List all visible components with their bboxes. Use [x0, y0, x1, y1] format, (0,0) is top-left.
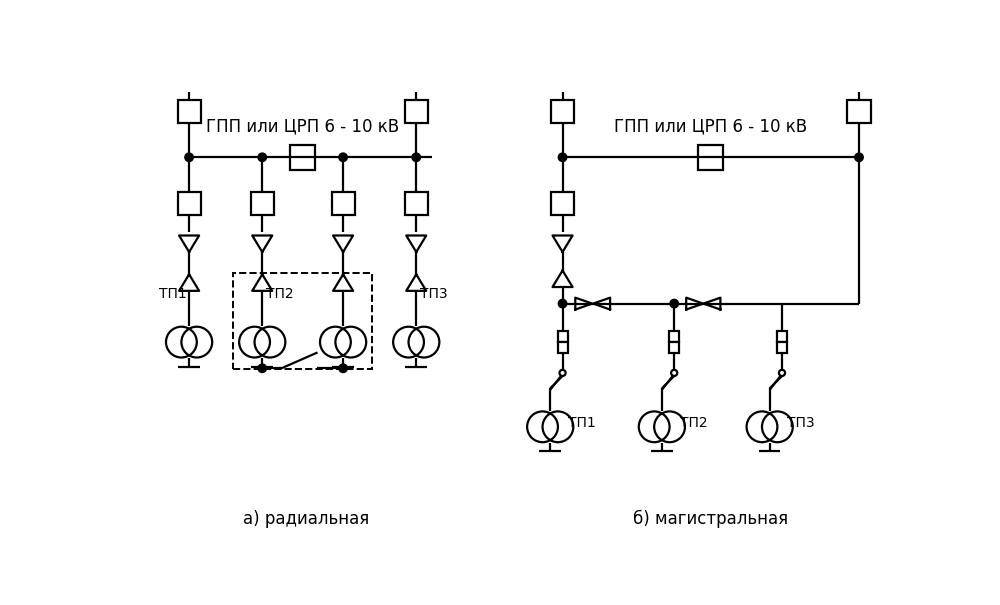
Bar — [551, 100, 574, 123]
Bar — [669, 332, 679, 342]
Bar — [777, 342, 787, 353]
Bar — [178, 192, 201, 215]
Bar — [558, 342, 568, 353]
Text: ТП3: ТП3 — [420, 287, 448, 301]
Bar — [233, 273, 372, 369]
Bar — [847, 100, 871, 123]
Text: ТП2: ТП2 — [680, 416, 707, 430]
Circle shape — [855, 153, 863, 162]
Text: ТП1: ТП1 — [568, 416, 596, 430]
Bar — [405, 192, 428, 215]
Bar — [777, 332, 787, 342]
Text: ГПП или ЦРП 6 - 10 кВ: ГПП или ЦРП 6 - 10 кВ — [614, 118, 807, 136]
Circle shape — [558, 299, 567, 308]
Bar — [551, 192, 574, 215]
Bar — [405, 100, 428, 123]
Circle shape — [258, 153, 266, 162]
Bar — [332, 192, 355, 215]
Circle shape — [412, 153, 420, 162]
Text: ГПП или ЦРП 6 - 10 кВ: ГПП или ЦРП 6 - 10 кВ — [206, 118, 399, 136]
Bar — [669, 342, 679, 353]
Bar — [698, 145, 723, 169]
Text: ТП1: ТП1 — [159, 287, 187, 301]
Text: ТП2: ТП2 — [266, 287, 294, 301]
Bar — [290, 145, 315, 169]
Circle shape — [339, 364, 347, 373]
Circle shape — [258, 364, 266, 373]
Circle shape — [339, 153, 347, 162]
Circle shape — [185, 153, 193, 162]
Bar — [178, 100, 201, 123]
Text: а) радиальная: а) радиальная — [243, 510, 370, 528]
Text: б) магистральная: б) магистральная — [633, 510, 788, 528]
Bar — [558, 332, 568, 342]
Text: ТП3: ТП3 — [787, 416, 815, 430]
Circle shape — [558, 153, 567, 162]
Circle shape — [670, 299, 678, 308]
Bar — [251, 192, 274, 215]
